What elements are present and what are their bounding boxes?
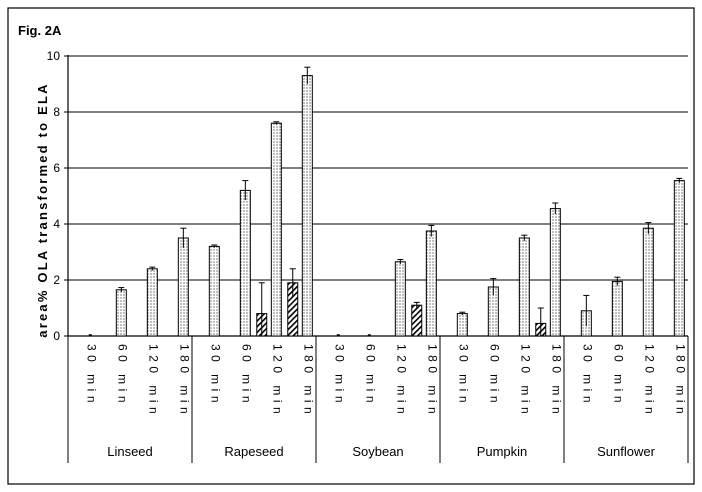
y-tick-label: 8 xyxy=(53,105,60,119)
y-tick-label: 4 xyxy=(53,217,60,231)
bar xyxy=(611,280,623,337)
plot-area: 0 2 4 6 8 10 30 min 60 min 120 min 180 min Linseed… xyxy=(47,49,689,463)
figure-border xyxy=(7,7,695,485)
y-tick-label: 6 xyxy=(53,161,60,175)
bar xyxy=(425,230,437,337)
time-label: 30 min xyxy=(209,344,223,407)
time-label: 120 min xyxy=(643,344,657,418)
time-label: 120 min xyxy=(271,344,285,418)
y-tick-label: 2 xyxy=(53,273,60,287)
time-label: 30 min xyxy=(581,344,595,407)
time-label: 120 min xyxy=(395,344,409,418)
bar xyxy=(270,122,282,337)
bar xyxy=(177,237,189,337)
time-label: 60 min xyxy=(116,344,130,407)
bar xyxy=(642,227,654,337)
y-axis-label: area% OLA transformed to ELA xyxy=(35,82,50,337)
time-label: 60 min xyxy=(488,344,502,407)
group-label: Linseed xyxy=(107,444,153,459)
time-label: 60 min xyxy=(612,344,626,407)
y-tick-label: 10 xyxy=(47,49,61,63)
bar xyxy=(239,189,251,337)
time-label: 180 min xyxy=(302,344,316,418)
bar xyxy=(518,237,530,337)
bar xyxy=(394,261,406,337)
time-label: 180 min xyxy=(550,344,564,418)
y-tick-label: 0 xyxy=(53,329,60,343)
time-label: 30 min xyxy=(333,344,347,407)
bar xyxy=(146,268,158,337)
time-label: 60 min xyxy=(364,344,378,407)
time-label: 180 min xyxy=(674,344,688,418)
bar xyxy=(208,245,220,337)
group-label: Soybean xyxy=(352,444,403,459)
bar xyxy=(411,304,423,337)
time-label: 30 min xyxy=(457,344,471,407)
time-label: 120 min xyxy=(147,344,161,418)
bar xyxy=(549,208,561,337)
bar xyxy=(456,313,468,337)
figure-label: Fig. 2A xyxy=(18,23,62,38)
time-label: 60 min xyxy=(240,344,254,407)
bar xyxy=(301,75,313,337)
bar xyxy=(115,289,127,337)
bar xyxy=(673,180,685,337)
group-label: Sunflower xyxy=(597,444,655,459)
group-label: Pumpkin xyxy=(477,444,528,459)
time-label: 180 min xyxy=(426,344,440,418)
group-label: Rapeseed xyxy=(224,444,283,459)
time-label: 180 min xyxy=(178,344,192,418)
time-label: 120 min xyxy=(519,344,533,418)
time-label: 30 min xyxy=(85,344,99,407)
